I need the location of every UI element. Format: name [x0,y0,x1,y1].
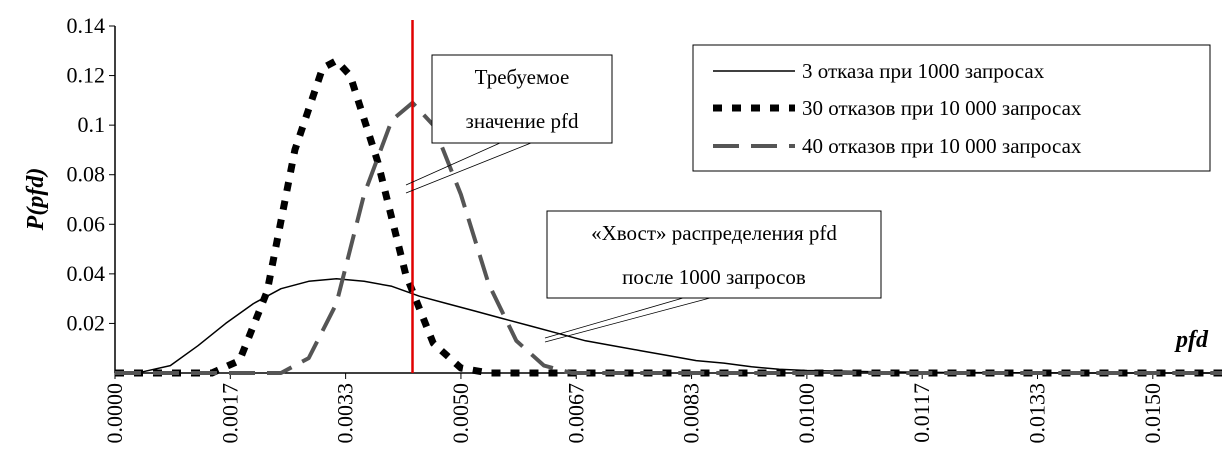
series-line-dotted [115,57,1222,377]
legend-label-3: 40 отказов при 10 000 запросах [802,134,1082,158]
y-tick-label: 0.08 [67,162,106,187]
annotation-required-pfd: Требуемое значение pfd [405,54,613,194]
y-tick-label: 0.1 [78,112,106,137]
x-axis-title: pfd [1174,327,1209,353]
x-tick-label: 0.0133 [1024,383,1049,444]
annotation-tail: «Хвост» распределения pfd после 1000 зап… [544,210,882,343]
y-tick-label: 0.14 [67,13,106,38]
annotation-box [546,210,882,299]
x-tick-label: 0.0067 [563,383,588,444]
y-tick-label: 0.12 [67,63,106,88]
series-line-solid [114,278,1222,374]
annotation-line-1: «Хвост» распределения pfd [591,221,837,245]
legend-box [692,44,1211,172]
annotation-pointer [405,142,501,186]
series-line-dashed [115,100,1222,375]
annotation-line-1: Требуемое [475,65,570,89]
y-axis-title: P(pfd) [23,168,49,232]
y-tick-label: 0.04 [67,261,106,286]
legend-label-2: 30 отказов при 10 000 запросах [802,96,1082,120]
x-tick-label: 0.0017 [217,383,242,444]
annotation-pointer [544,297,711,343]
x-tick-label: 0.0150 [1140,383,1165,444]
y-tick-label: 0.02 [67,310,106,335]
annotation-line-2: после 1000 запросов [622,265,806,289]
x-tick-label: 0.0050 [448,383,473,444]
x-tick-label: 0.0100 [794,383,819,444]
annotation-pointer [544,297,684,339]
legend-label-1: 3 отказа при 1000 запросах [802,59,1045,83]
x-tick-label: 0.0000 [102,383,127,444]
legend: 3 отказа при 1000 запросах 30 отказов пр… [692,44,1211,172]
x-tick-label: 0.0117 [909,383,934,443]
series-layer [114,57,1222,377]
y-ticks: 0.02 0.04 0.06 0.08 0.1 0.12 0.14 [67,13,115,335]
annotation-pointer [405,142,532,194]
annotation-line-2: значение pfd [466,109,579,133]
x-tick-label: 0.0083 [679,383,704,444]
annotation-box [431,54,613,144]
x-tick-label: 0.0033 [333,383,358,444]
y-tick-label: 0.06 [67,211,106,236]
x-ticks: 0.0000 0.0017 0.0033 0.0050 0.0067 0.0083 0.01… [102,373,1165,444]
